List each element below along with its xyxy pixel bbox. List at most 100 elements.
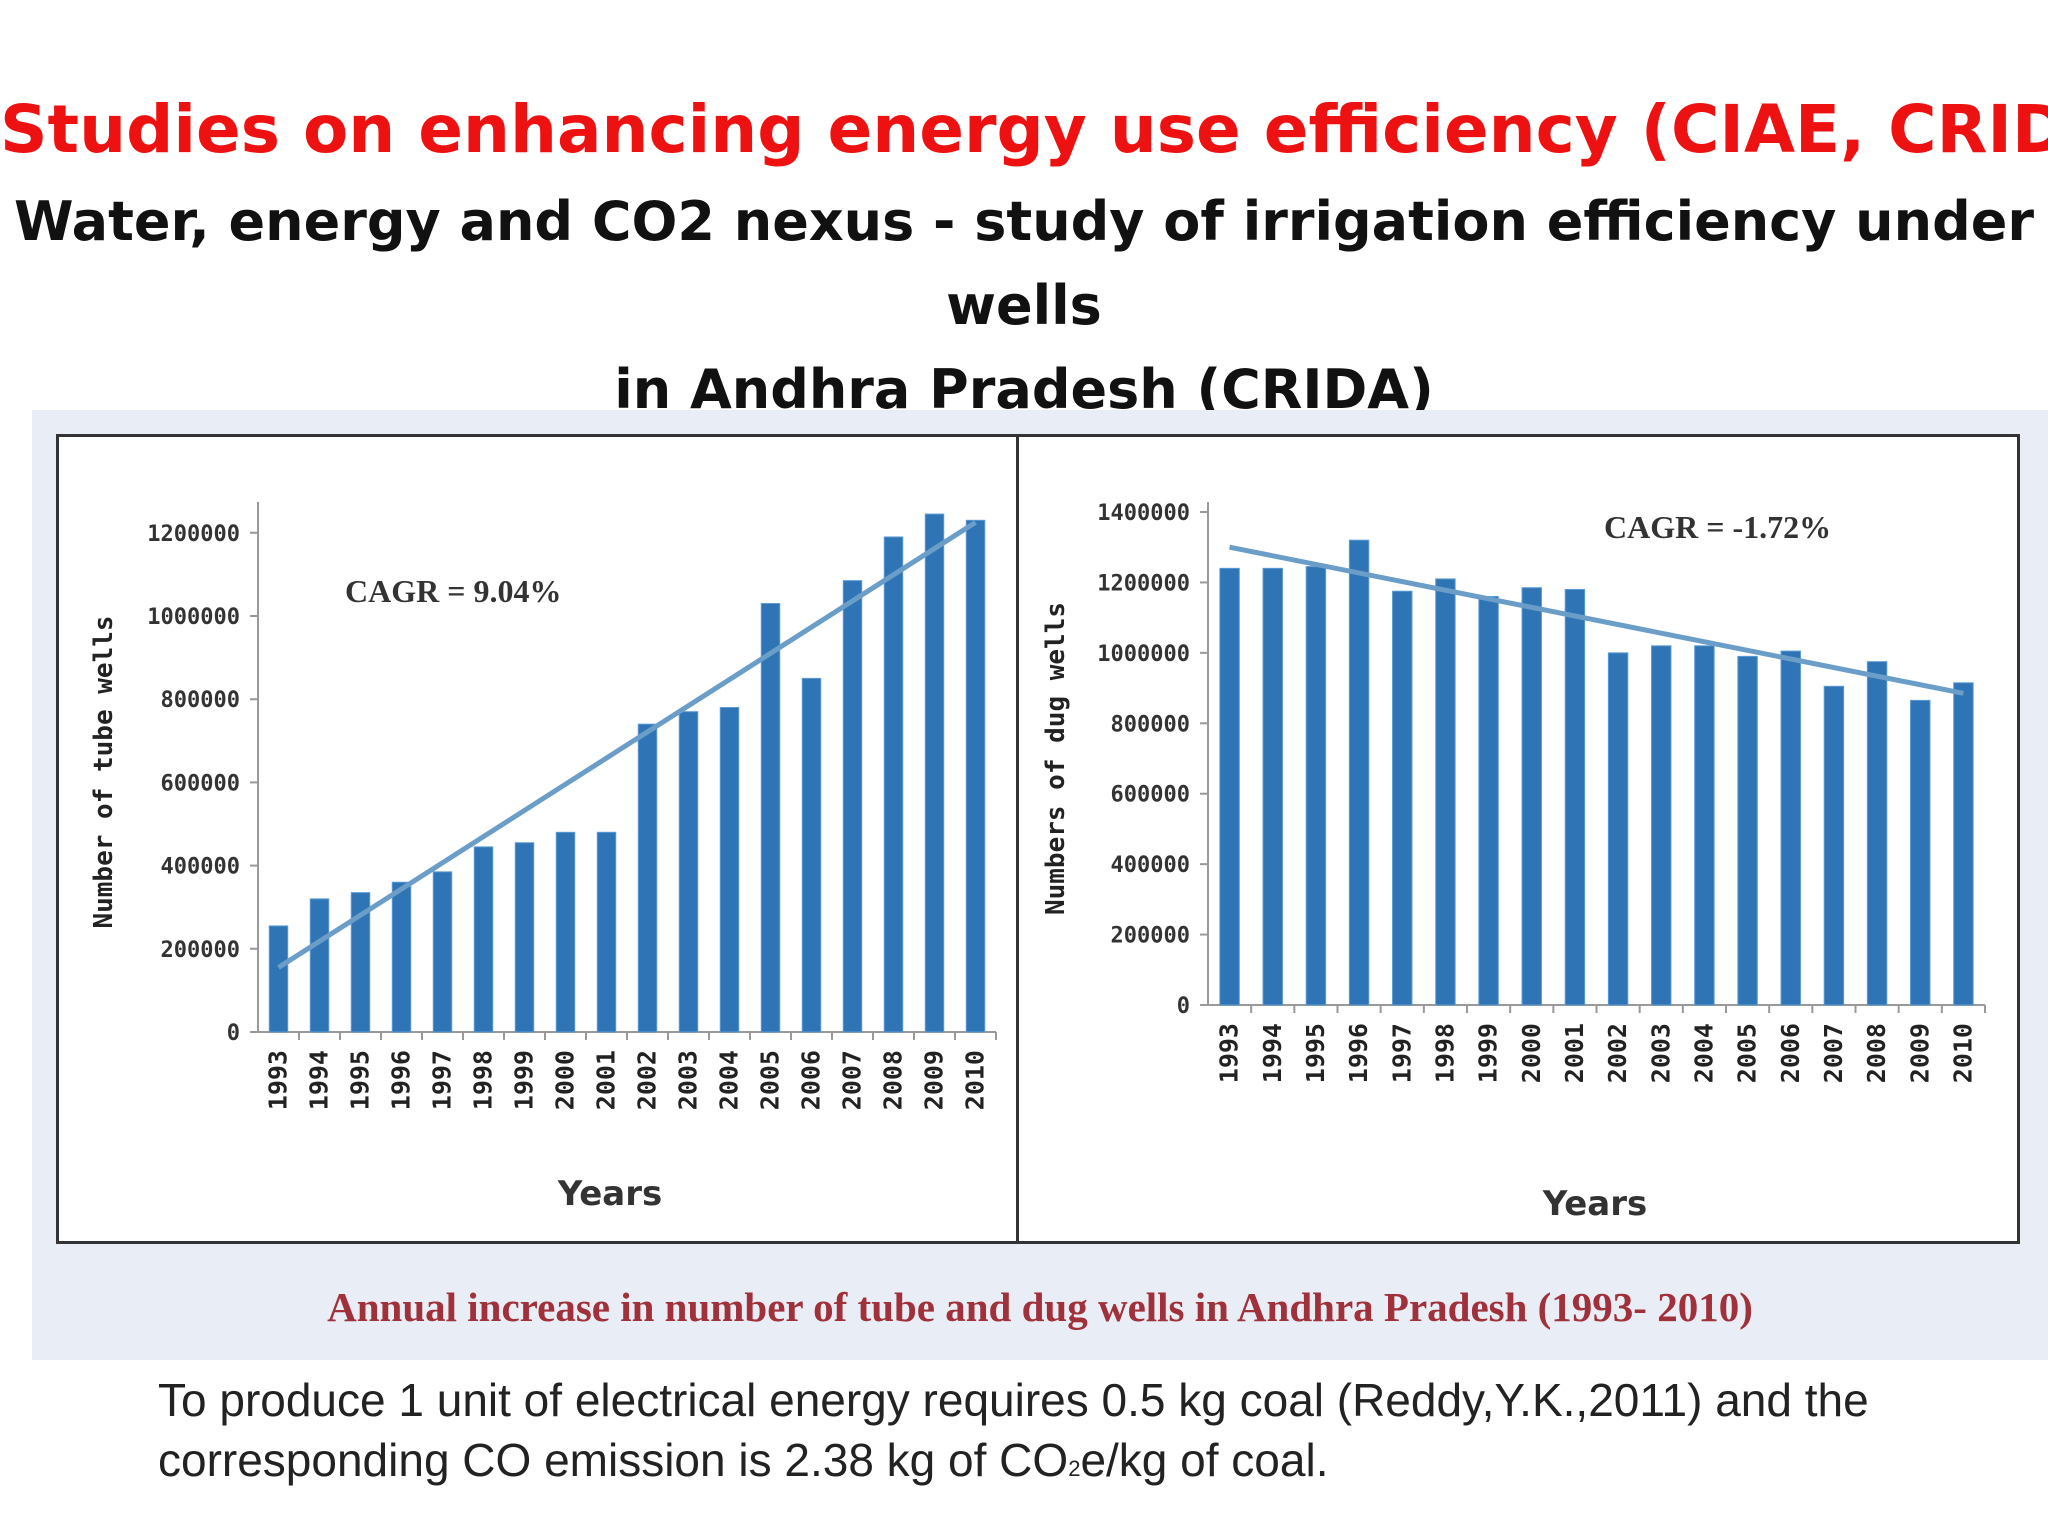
chart1-x-tick-label: 1998 xyxy=(469,1050,498,1110)
chart-divider xyxy=(1016,434,1019,1244)
chart1-x-tick-label: 2004 xyxy=(715,1050,744,1110)
footnote: To produce 1 unit of electrical energy r… xyxy=(158,1370,1998,1499)
chart1-x-tick-label: 1995 xyxy=(346,1050,375,1110)
chart2-x-tick-label: 2001 xyxy=(1560,1023,1589,1083)
figure-caption: Annual increase in number of tube and du… xyxy=(327,1284,1753,1330)
chart2-x-tick-label: 2004 xyxy=(1689,1023,1718,1083)
chart1-x-tick-label: 2000 xyxy=(551,1050,580,1110)
footnote-subscript: 2 xyxy=(1068,1456,1081,1481)
chart1-bar-1995 xyxy=(350,892,371,1033)
chart1-bar-2005 xyxy=(760,603,781,1033)
chart2-bar-1999 xyxy=(1478,596,1499,1006)
chart2-bar-2004 xyxy=(1694,645,1715,1006)
chart1-y-tick-label: 800000 xyxy=(161,688,240,713)
chart1-bar-2009 xyxy=(924,513,945,1033)
chart1-bar-2002 xyxy=(637,723,658,1033)
chart2-y-tick-label: 600000 xyxy=(1111,783,1190,808)
slide-title: Studies on enhancing energy use efficien… xyxy=(0,91,2048,168)
chart2-y-tick-label: 1000000 xyxy=(1097,642,1190,667)
chart2-bar-2007 xyxy=(1823,685,1845,1006)
chart2-y-axis-label: Numbers of dug wells xyxy=(1041,602,1071,915)
chart1-x-tick-label: 2008 xyxy=(879,1050,908,1110)
chart1-bar-1998 xyxy=(473,846,494,1033)
chart1-x-tick-label: 1994 xyxy=(305,1050,334,1110)
chart2-y-tick-label: 400000 xyxy=(1111,853,1190,878)
chart1-x-tick-label: 2001 xyxy=(592,1050,621,1110)
chart2-x-tick-label: 1994 xyxy=(1258,1023,1287,1083)
chart1-cagr-annotation: CAGR = 9.04% xyxy=(345,573,561,609)
chart1-y-tick-label: 0 xyxy=(227,1021,240,1046)
chart1-bar-1996 xyxy=(391,881,412,1033)
chart1-y-axis-label: Number of tube wells xyxy=(89,615,119,928)
chart2-x-tick-label: 1997 xyxy=(1387,1023,1416,1083)
chart2-x-tick-label: 2000 xyxy=(1517,1023,1546,1083)
chart2-bar-1997 xyxy=(1392,590,1413,1006)
chart2-x-tick-label: 2007 xyxy=(1819,1023,1848,1083)
chart1-y-tick-label: 1000000 xyxy=(147,605,240,630)
chart2-bar-1998 xyxy=(1435,578,1456,1006)
chart1-x-tick-label: 2005 xyxy=(756,1050,785,1110)
chart2-y-tick-label: 800000 xyxy=(1111,712,1190,737)
chart1-bar-2007 xyxy=(842,580,863,1033)
chart2-bar-2009 xyxy=(1910,699,1931,1006)
subtitle-line-1: Water, energy and CO2 nexus - study of i… xyxy=(14,190,2034,337)
chart2-x-tick-label: 2008 xyxy=(1862,1023,1891,1083)
chart1-x-tick-label: 2007 xyxy=(838,1050,867,1110)
chart2-x-tick-label: 2009 xyxy=(1905,1023,1934,1083)
chart2-bar-1996 xyxy=(1348,539,1370,1006)
chart1-y-tick-label: 200000 xyxy=(161,938,240,963)
chart1-bar-2001 xyxy=(596,831,617,1033)
chart2-y-tick-label: 1400000 xyxy=(1097,501,1190,526)
chart1-bar-2006 xyxy=(801,677,822,1033)
chart1-x-axis-label: Years xyxy=(557,1174,663,1214)
chart1-bar-2003 xyxy=(678,711,699,1033)
chart2-x-tick-label: 1999 xyxy=(1474,1023,1503,1083)
chart2-bar-2000 xyxy=(1521,587,1542,1006)
chart2-bar-2002 xyxy=(1607,652,1629,1006)
chart2-x-tick-label: 1993 xyxy=(1215,1023,1244,1083)
chart2-x-tick-label: 2006 xyxy=(1776,1023,1805,1083)
chart2-bar-2006 xyxy=(1780,650,1801,1006)
chart2-bar-2010 xyxy=(1953,682,1974,1006)
chart2-y-tick-label: 1200000 xyxy=(1097,571,1190,596)
chart1-x-tick-label: 1996 xyxy=(387,1050,416,1110)
footnote-text-end: e/kg of coal. xyxy=(1080,1434,1329,1486)
chart2-bar-2001 xyxy=(1564,588,1586,1006)
chart2-x-tick-label: 1998 xyxy=(1430,1023,1459,1083)
chart2-y-tick-label: 200000 xyxy=(1111,924,1190,949)
chart-frame xyxy=(56,434,2020,1244)
chart1-x-tick-label: 2009 xyxy=(920,1050,949,1110)
chart2-y-tick-label: 0 xyxy=(1177,994,1190,1019)
chart2-x-tick-label: 2002 xyxy=(1603,1023,1632,1083)
chart2-trend-line xyxy=(1229,544,1964,696)
chart1-x-tick-label: 2002 xyxy=(633,1050,662,1110)
chart2-x-tick-label: 2005 xyxy=(1733,1023,1762,1083)
chart2-bar-1994 xyxy=(1262,567,1283,1006)
chart2-bar-1995 xyxy=(1305,566,1327,1006)
chart2-cagr-annotation: CAGR = -1.72% xyxy=(1604,509,1831,545)
chart1-x-tick-label: 2010 xyxy=(961,1050,990,1110)
chart1-x-tick-label: 1997 xyxy=(428,1050,457,1110)
chart1-y-tick-label: 400000 xyxy=(161,855,240,880)
chart2-bar-2003 xyxy=(1651,645,1672,1006)
footnote-text: To produce 1 unit of electrical energy r… xyxy=(158,1374,1869,1486)
chart1-bar-2004 xyxy=(719,707,740,1033)
chart2-x-axis-label: Years xyxy=(1542,1184,1648,1224)
chart1-bar-2008 xyxy=(883,536,904,1033)
chart2-x-tick-label: 2010 xyxy=(1948,1023,1977,1083)
chart1-bar-1993 xyxy=(268,925,289,1033)
chart2-x-tick-label: 1996 xyxy=(1344,1023,1373,1083)
chart2-bar-2005 xyxy=(1737,655,1758,1006)
chart1-trend-line xyxy=(277,520,977,970)
chart2-bar-2008 xyxy=(1866,661,1888,1006)
chart1-bar-2010 xyxy=(965,519,986,1033)
chart2-x-tick-label: 2003 xyxy=(1646,1023,1675,1083)
chart1-bar-1999 xyxy=(514,842,535,1033)
chart1-bar-1994 xyxy=(309,898,330,1033)
chart1-x-tick-label: 1993 xyxy=(264,1050,293,1110)
chart1-bar-2000 xyxy=(555,831,576,1033)
chart2-x-tick-label: 1995 xyxy=(1301,1023,1330,1083)
chart1-y-tick-label: 600000 xyxy=(161,771,240,796)
chart1-bar-1997 xyxy=(432,871,453,1033)
